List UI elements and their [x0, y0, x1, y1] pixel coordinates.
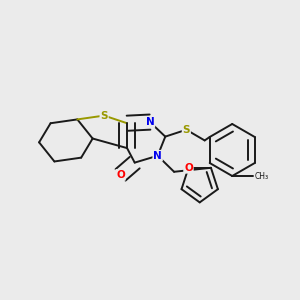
Text: O: O: [116, 170, 125, 180]
Text: N: N: [146, 117, 154, 127]
Text: S: S: [183, 125, 190, 135]
Text: O: O: [184, 163, 193, 173]
Text: CH₃: CH₃: [255, 172, 269, 181]
Text: N: N: [153, 151, 162, 161]
Text: S: S: [100, 111, 108, 121]
